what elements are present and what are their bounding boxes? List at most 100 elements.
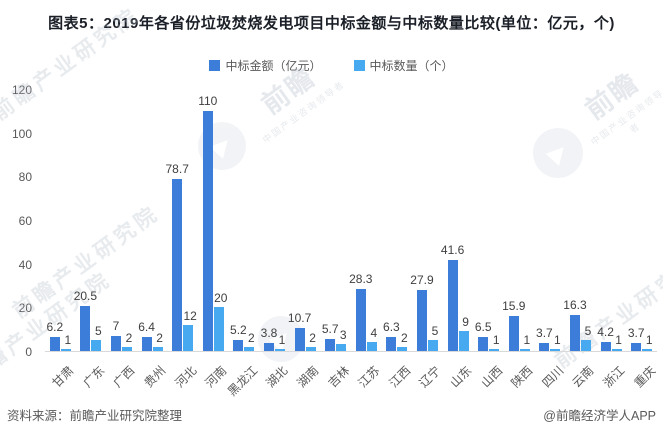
amount-label: 15.9 (502, 299, 526, 314)
bar-group-广东: 20.5 5 (73, 90, 107, 351)
bar-count (366, 342, 377, 351)
bar-count (274, 348, 285, 351)
bar-count (458, 331, 469, 351)
bar-group-四川: 3.7 1 (535, 90, 566, 351)
amount-label: 4.2 (597, 324, 614, 339)
count-label: 1 (645, 332, 653, 347)
x-tick-label: 黑龙江 (224, 363, 261, 399)
legend: 中标金额（亿元） 中标数量（个） (0, 57, 663, 74)
bar-amount (110, 335, 121, 351)
bar-amount (416, 290, 427, 351)
amount-label: 6.3 (383, 320, 400, 335)
x-tick-label: 辽宁 (416, 363, 444, 391)
bar-amount (202, 110, 213, 351)
bar-count (519, 348, 530, 351)
count-label: 3 (339, 328, 347, 343)
x-tick-label: 贵州 (141, 363, 169, 391)
amount-label: 16.3 (563, 298, 587, 313)
bar-count (91, 340, 102, 351)
amount-label: 3.7 (627, 325, 645, 340)
bar-amount (355, 289, 366, 351)
x-tick-label: 河北 (172, 363, 200, 391)
y-tick-label: 60 (18, 214, 32, 228)
count-label: 9 (462, 315, 469, 330)
bar-group-陕西: 15.9 1 (502, 90, 535, 351)
x-tick-label: 陕西 (508, 363, 536, 391)
bar-group-辽宁: 27.9 5 (410, 90, 443, 351)
count-label: 2 (125, 330, 133, 345)
x-tick-label: 浙江 (600, 363, 628, 391)
legend-item-1: 中标数量（个） (353, 57, 454, 74)
bar-group-浙江: 4.2 1 (596, 90, 627, 351)
bar-group-河南: 110 20 (198, 90, 229, 351)
amount-label: 27.9 (410, 273, 434, 288)
amount-label: 110 (198, 93, 218, 108)
legend-swatch-icon (209, 60, 221, 71)
count-label: 1 (554, 332, 561, 347)
bar-count (305, 346, 316, 351)
amount-label: 28.3 (349, 272, 373, 287)
count-label: 12 (183, 308, 197, 323)
bar-count (152, 346, 163, 351)
x-tick-label: 吉林 (325, 363, 353, 391)
bar-amount (508, 316, 519, 351)
x-tick-label: 广西 (110, 363, 138, 391)
bar-amount (80, 306, 91, 351)
bar-count (550, 348, 561, 351)
legend-swatch-icon (353, 60, 365, 71)
x-tick-label: 江苏 (355, 363, 383, 391)
count-label: 1 (64, 332, 72, 347)
bar-group-吉林: 5.7 3 (320, 90, 351, 351)
amount-label: 10.7 (287, 310, 312, 325)
count-label: 5 (584, 324, 592, 339)
bar-amount (172, 179, 183, 351)
bar-group-贵州: 6.4 2 (137, 90, 168, 351)
count-label: 2 (156, 330, 163, 345)
legend-label: 中标金额（亿元） (225, 59, 322, 73)
count-label: 1 (492, 332, 500, 347)
amount-label: 20.5 (73, 289, 98, 304)
amount-label: 3.8 (260, 325, 278, 340)
x-tick-label: 湖北 (263, 363, 291, 391)
amount-label: 5.2 (230, 322, 247, 337)
x-tick-label: 四川 (539, 363, 567, 391)
credit-note: @前瞻经济学人APP (543, 409, 656, 423)
bar-amount (539, 342, 550, 351)
count-label: 5 (95, 324, 102, 339)
y-tick-label: 20 (18, 301, 32, 316)
bar-group-江苏: 28.3 4 (349, 90, 382, 351)
bar-group-湖南: 10.7 2 (287, 90, 321, 351)
x-tick-label: 甘肃 (49, 363, 77, 391)
count-label: 4 (370, 326, 378, 341)
x-tick-label: 云南 (569, 363, 597, 391)
bar-group-重庆: 3.7 1 (626, 90, 657, 351)
bar-amount (447, 260, 458, 351)
bar-count (60, 348, 71, 351)
bar-amount (600, 341, 611, 351)
bar-group-山西: 6.5 1 (473, 90, 504, 351)
bar-group-湖北: 3.8 1 (259, 90, 290, 351)
bar-count (427, 340, 438, 351)
y-tick-label: 120 (11, 83, 32, 97)
y-tick-label: 80 (18, 170, 32, 185)
bar-count (580, 340, 591, 351)
x-tick-label: 山西 (478, 363, 506, 391)
amount-label: 41.6 (440, 243, 465, 258)
y-tick-label: 0 (25, 345, 32, 359)
source-note: 资料来源：前瞻产业研究院整理 (7, 409, 183, 423)
bar-group-黑龙江: 5.2 2 (229, 90, 260, 351)
chart-title: 图表5：2019年各省份垃圾焚烧发电项目中标金额与中标数量比较(单位：亿元，个) (48, 15, 615, 32)
y-tick-label: 100 (11, 126, 32, 141)
bar-group-甘肃: 6.2 1 (45, 90, 76, 351)
bar-amount (294, 327, 305, 351)
bar-amount (478, 336, 489, 351)
y-axis: 0 20 40 60 80 100 120 (0, 83, 38, 359)
amount-label: 3.7 (536, 325, 553, 340)
bar-count (121, 346, 132, 351)
bar-count (213, 307, 224, 351)
bar-count (611, 348, 622, 351)
amount-label: 5.7 (321, 321, 339, 336)
bar-amount (569, 315, 580, 351)
bar-amount (49, 337, 60, 351)
